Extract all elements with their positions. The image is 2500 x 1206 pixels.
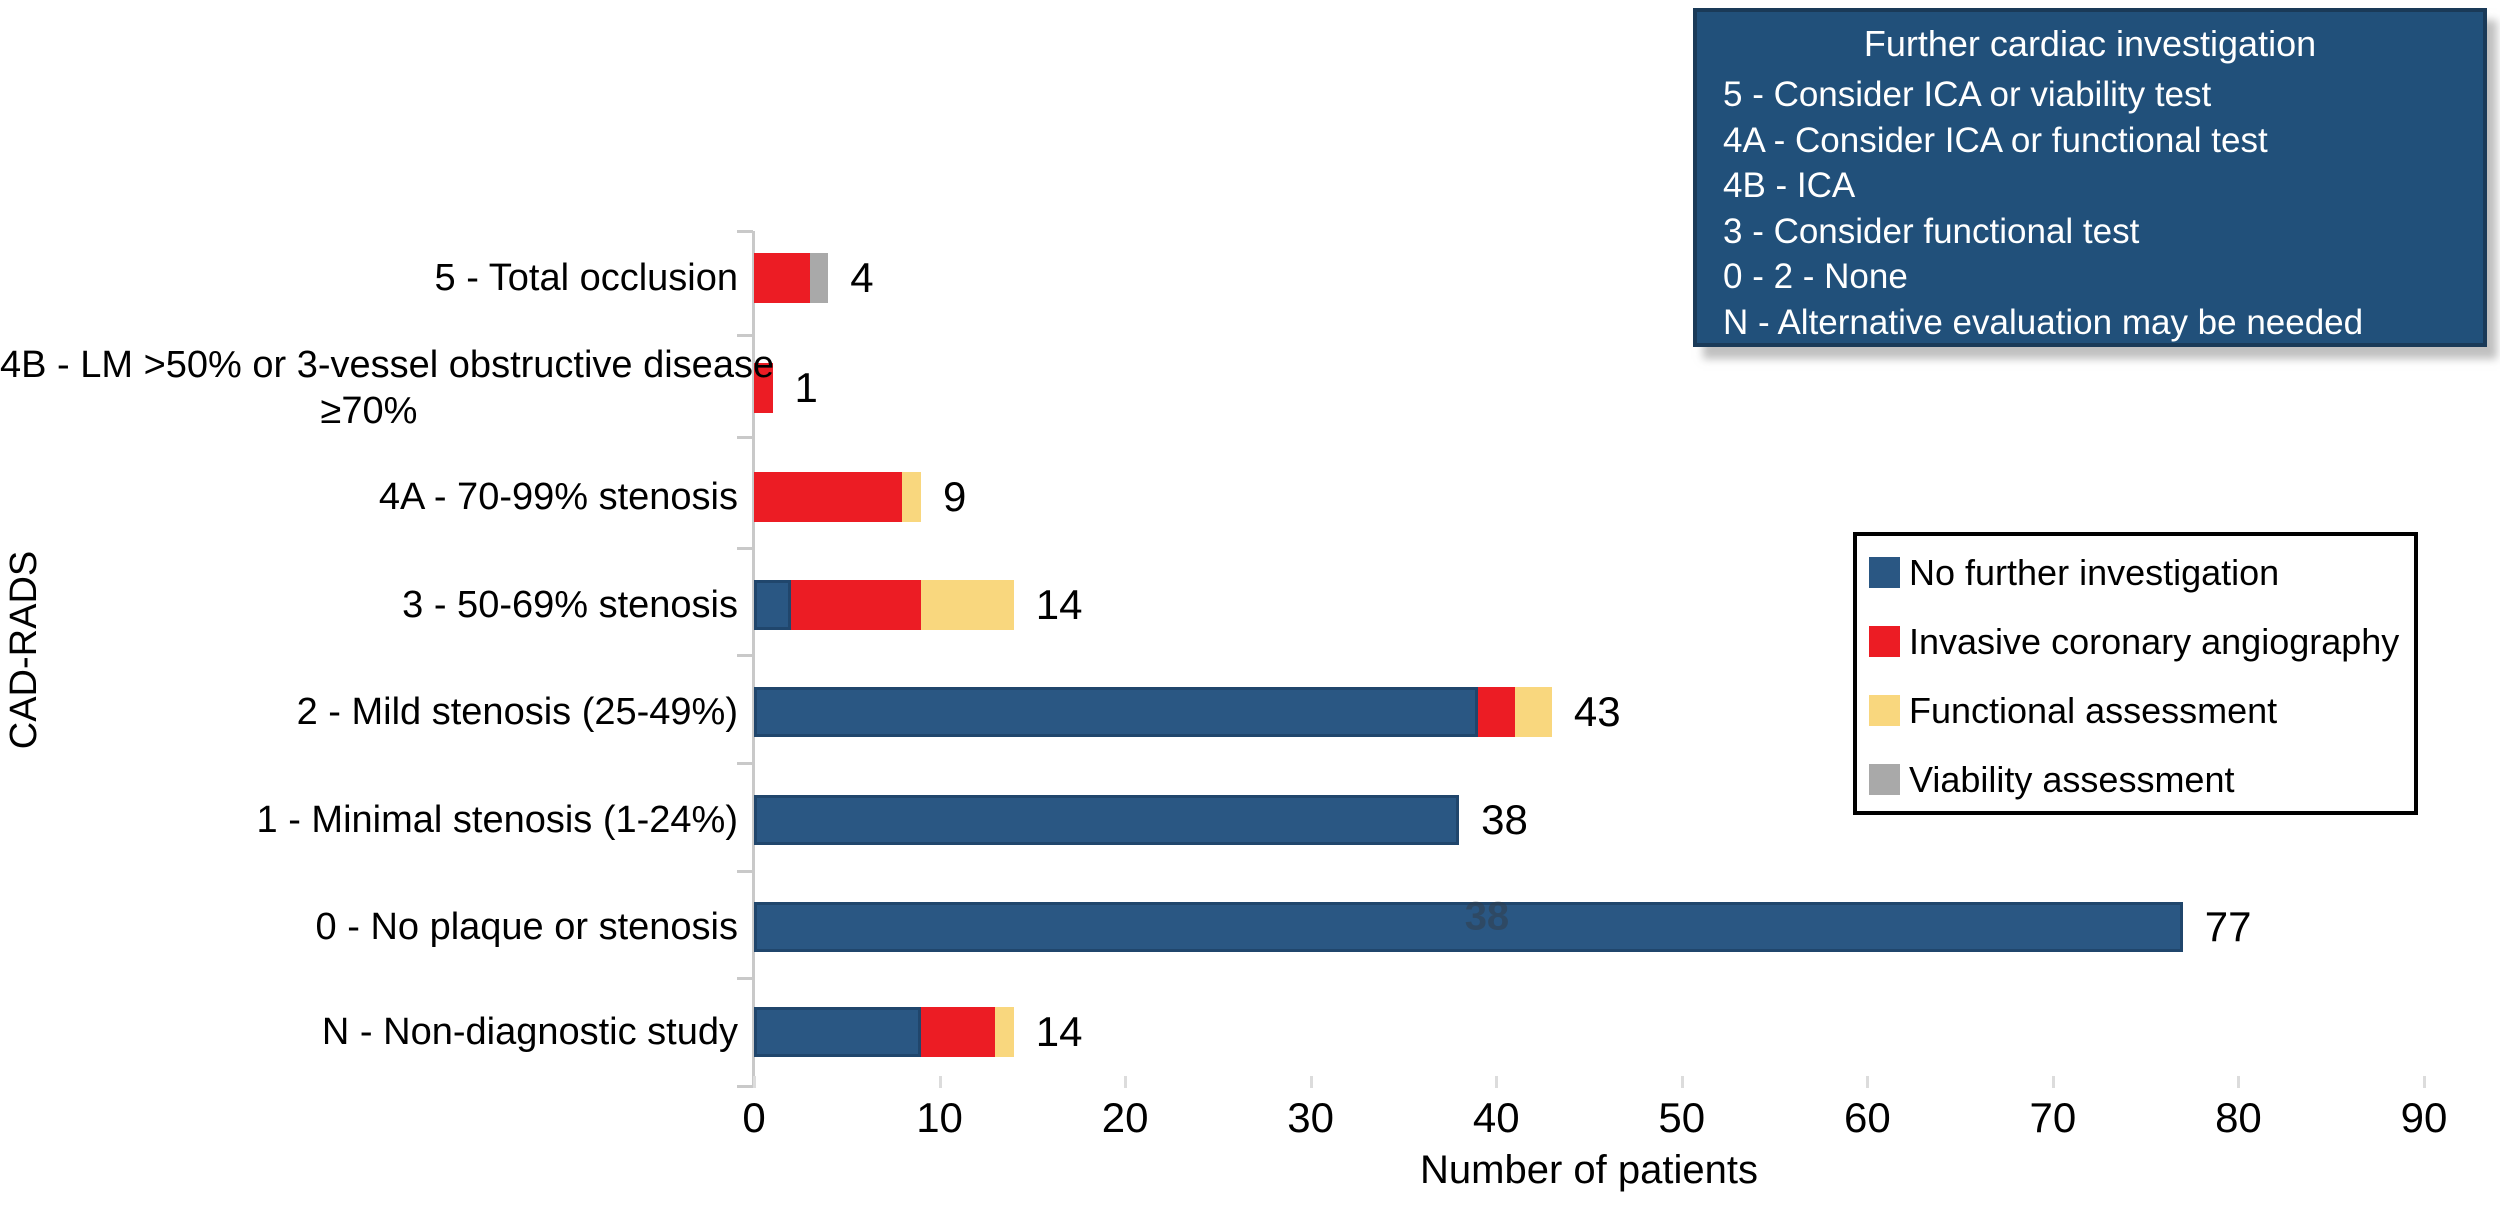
x-axis-tick [2423, 1076, 2426, 1088]
legend-label: Functional assessment [1909, 689, 2278, 731]
x-axis-tick [938, 1076, 942, 1088]
x-axis-tick [2237, 1076, 2241, 1088]
x-tick-label: 20 [1101, 1094, 1149, 1141]
bar-segment [754, 1007, 921, 1057]
category-label-line: N - Non-diagnostic study [321, 1011, 738, 1053]
category-label-line: 4B - LM >50% or 3-vessel obstructive dis… [0, 344, 775, 386]
further-investigation-box: Further cardiac investigation 5 - Consid… [1693, 8, 2487, 347]
y-axis-tick [737, 977, 753, 980]
info-box-item: 4A - Consider ICA or functional test [1723, 120, 2268, 160]
y-axis-line [752, 231, 755, 1086]
bar-value-label: 4 [850, 254, 874, 301]
bar-segment [754, 687, 1478, 737]
category-label: 1 - Minimal stenosis (1-24%) [0, 797, 738, 843]
x-tick-label: 60 [1843, 1094, 1891, 1141]
category-label: 5 - Total occlusion [0, 255, 738, 301]
x-tick-label: 30 [1287, 1094, 1335, 1141]
legend-item: Functional assessment [1869, 676, 2414, 745]
info-box-item: 5 - Consider ICA or viability test [1723, 75, 2212, 114]
y-axis-tick [737, 762, 753, 765]
bar-segment [754, 580, 792, 630]
y-axis-tick [737, 870, 753, 873]
bar-segment [754, 902, 2183, 952]
bar-segment [754, 363, 773, 413]
x-tick-label: 40 [1472, 1094, 1520, 1141]
ghost-value-annotation: 38 [1464, 894, 1510, 939]
bar-value-label: 43 [1573, 688, 1621, 735]
category-label-line: ≥70% [320, 390, 418, 432]
x-tick-label: 80 [2215, 1094, 2262, 1141]
info-box-item: 4B - ICA [1723, 166, 1856, 205]
info-box-item: N - Alternative evaluation may be needed [1723, 302, 2364, 342]
x-axis-tick [753, 1076, 756, 1088]
y-axis-tick [737, 1085, 753, 1088]
category-label: 2 - Mild stenosis (25-49%) [0, 689, 738, 735]
category-label: 3 - 50-69% stenosis [0, 582, 738, 628]
x-tick-label: 50 [1658, 1094, 1706, 1141]
bar-segment [754, 472, 903, 522]
legend-swatch-icon [1869, 557, 1900, 588]
bar-segment [754, 795, 1460, 845]
x-axis-tick [2051, 1076, 2055, 1088]
x-tick-label: 0 [742, 1094, 766, 1141]
info-box-item: 3 - Consider functional test [1723, 211, 2140, 251]
category-label: 0 - No plaque or stenosis [0, 904, 738, 950]
bar-value-label: 38 [1481, 796, 1528, 843]
bar-segment [921, 580, 1014, 630]
legend-item: No further investigation [1869, 538, 2414, 607]
x-axis-tick [1495, 1076, 1499, 1088]
x-tick-label: 90 [2400, 1094, 2448, 1141]
legend-swatch-icon [1869, 764, 1900, 795]
x-axis-tick [1680, 1076, 1684, 1088]
bar-segment [809, 253, 829, 303]
info-box-item: 0 - 2 - None [1723, 257, 1908, 296]
info-box-title: Further cardiac investigation [1863, 23, 2317, 64]
category-label-line: 0 - No plaque or stenosis [315, 906, 738, 948]
bar-value-label: 14 [1035, 1008, 1083, 1055]
bar-value-label: 77 [2204, 903, 2252, 950]
legend-label: Invasive coronary angiography [1909, 620, 2400, 662]
legend-swatch-icon [1869, 626, 1900, 657]
legend-item: Invasive coronary angiography [1869, 607, 2414, 676]
category-label: 4B - LM >50% or 3-vessel obstructive dis… [0, 342, 775, 434]
legend-item: Viability assessment [1869, 745, 2414, 814]
x-axis-tick [1866, 1076, 1870, 1088]
bar-value-label: 9 [943, 473, 967, 520]
x-tick-label: 70 [2029, 1094, 2077, 1141]
info-box-items: 5 - Consider ICA or viability test 4A - C… [1697, 72, 2483, 345]
bar-segment [902, 472, 921, 522]
x-tick-label: 10 [916, 1094, 963, 1141]
x-axis-title: Number of patients [1420, 1148, 1758, 1192]
category-label-line: 5 - Total occlusion [434, 257, 738, 299]
bar-segment [1514, 687, 1552, 737]
y-axis-tick [737, 547, 753, 550]
category-label-line: 1 - Minimal stenosis (1-24%) [256, 799, 738, 841]
bar-value-label: 14 [1035, 581, 1083, 628]
category-label-line: 3 - 50-69% stenosis [402, 584, 738, 626]
bar-segment [921, 1007, 996, 1057]
legend-label: No further investigation [1909, 551, 2280, 593]
bar-segment [1477, 687, 1515, 737]
y-axis-tick [737, 436, 753, 439]
category-label: N - Non-diagnostic study [0, 1009, 738, 1055]
bar-segment [791, 580, 921, 630]
y-axis-tick [737, 334, 753, 337]
bar-segment [995, 1007, 1014, 1057]
bar-segment [754, 253, 810, 303]
category-label-line: 2 - Mild stenosis (25-49%) [296, 691, 738, 733]
bar-value-label: 1 [794, 364, 818, 411]
x-axis-tick [1124, 1076, 1128, 1088]
legend: No further investigation Invasive coronar… [1853, 532, 2418, 815]
category-label: 4A - 70-99% stenosis [0, 474, 738, 520]
legend-label: Viability assessment [1909, 758, 2235, 800]
y-axis-tick [737, 654, 753, 657]
x-axis-tick [1309, 1076, 1313, 1088]
y-axis-title: CAD-RADS [3, 550, 45, 750]
legend-swatch-icon [1869, 695, 1900, 726]
y-axis-tick [737, 230, 753, 233]
category-label-line: 4A - 70-99% stenosis [378, 476, 738, 518]
